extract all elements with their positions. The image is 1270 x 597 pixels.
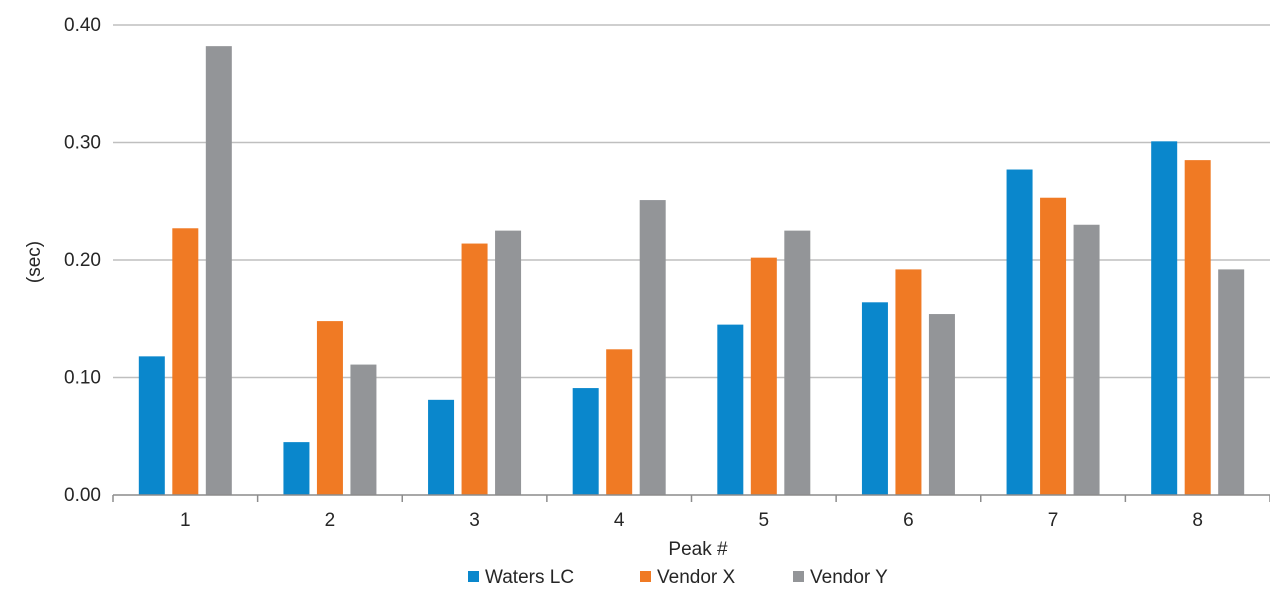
bars xyxy=(138,46,1245,496)
legend-label: Vendor X xyxy=(657,567,735,588)
bar xyxy=(784,230,811,495)
axes: 0.00 0.10 0.20 0.30 0.40 1 2 3 4 5 6 7 8 xyxy=(64,15,1270,531)
x-tick-label: 2 xyxy=(325,510,336,531)
bar xyxy=(750,257,777,495)
bar xyxy=(350,364,377,495)
bar xyxy=(639,200,666,495)
y-axis-title: (sec) xyxy=(24,241,45,283)
x-axis-title: Peak # xyxy=(668,539,728,560)
bar xyxy=(1151,141,1178,495)
bar xyxy=(1184,160,1211,495)
legend-swatch xyxy=(640,571,651,582)
bar xyxy=(428,399,455,495)
bar xyxy=(495,230,522,495)
bar xyxy=(316,321,343,495)
bar xyxy=(138,356,165,495)
x-tick-label: 1 xyxy=(180,510,191,531)
y-tick-label: 0.40 xyxy=(64,15,101,36)
x-tick-label: 5 xyxy=(759,510,770,531)
legend-swatch xyxy=(793,571,804,582)
x-tick-label: 6 xyxy=(903,510,914,531)
legend: Waters LC Vendor X Vendor Y xyxy=(468,567,888,588)
x-tick-label: 4 xyxy=(614,510,625,531)
legend-label: Waters LC xyxy=(485,567,574,588)
bar xyxy=(205,46,232,496)
bar xyxy=(861,302,888,495)
x-tick-label: 8 xyxy=(1192,510,1203,531)
legend-label: Vendor Y xyxy=(810,567,888,588)
bar xyxy=(572,388,599,495)
bar xyxy=(1006,169,1033,495)
bar xyxy=(461,243,488,495)
bar xyxy=(172,228,199,495)
y-tick-label: 0.30 xyxy=(64,133,101,154)
bar xyxy=(1218,269,1245,495)
bar xyxy=(1040,197,1067,495)
y-tick-label: 0.10 xyxy=(64,368,101,389)
y-tick-label: 0.20 xyxy=(64,250,101,271)
bar xyxy=(928,314,955,495)
legend-swatch xyxy=(468,571,479,582)
bar xyxy=(717,324,744,495)
x-tick-label: 7 xyxy=(1048,510,1059,531)
bar xyxy=(895,269,922,495)
y-tick-label: 0.00 xyxy=(64,485,101,506)
x-tick-label: 3 xyxy=(469,510,480,531)
bar xyxy=(283,442,310,495)
bar xyxy=(606,349,633,495)
bar xyxy=(1073,224,1100,495)
